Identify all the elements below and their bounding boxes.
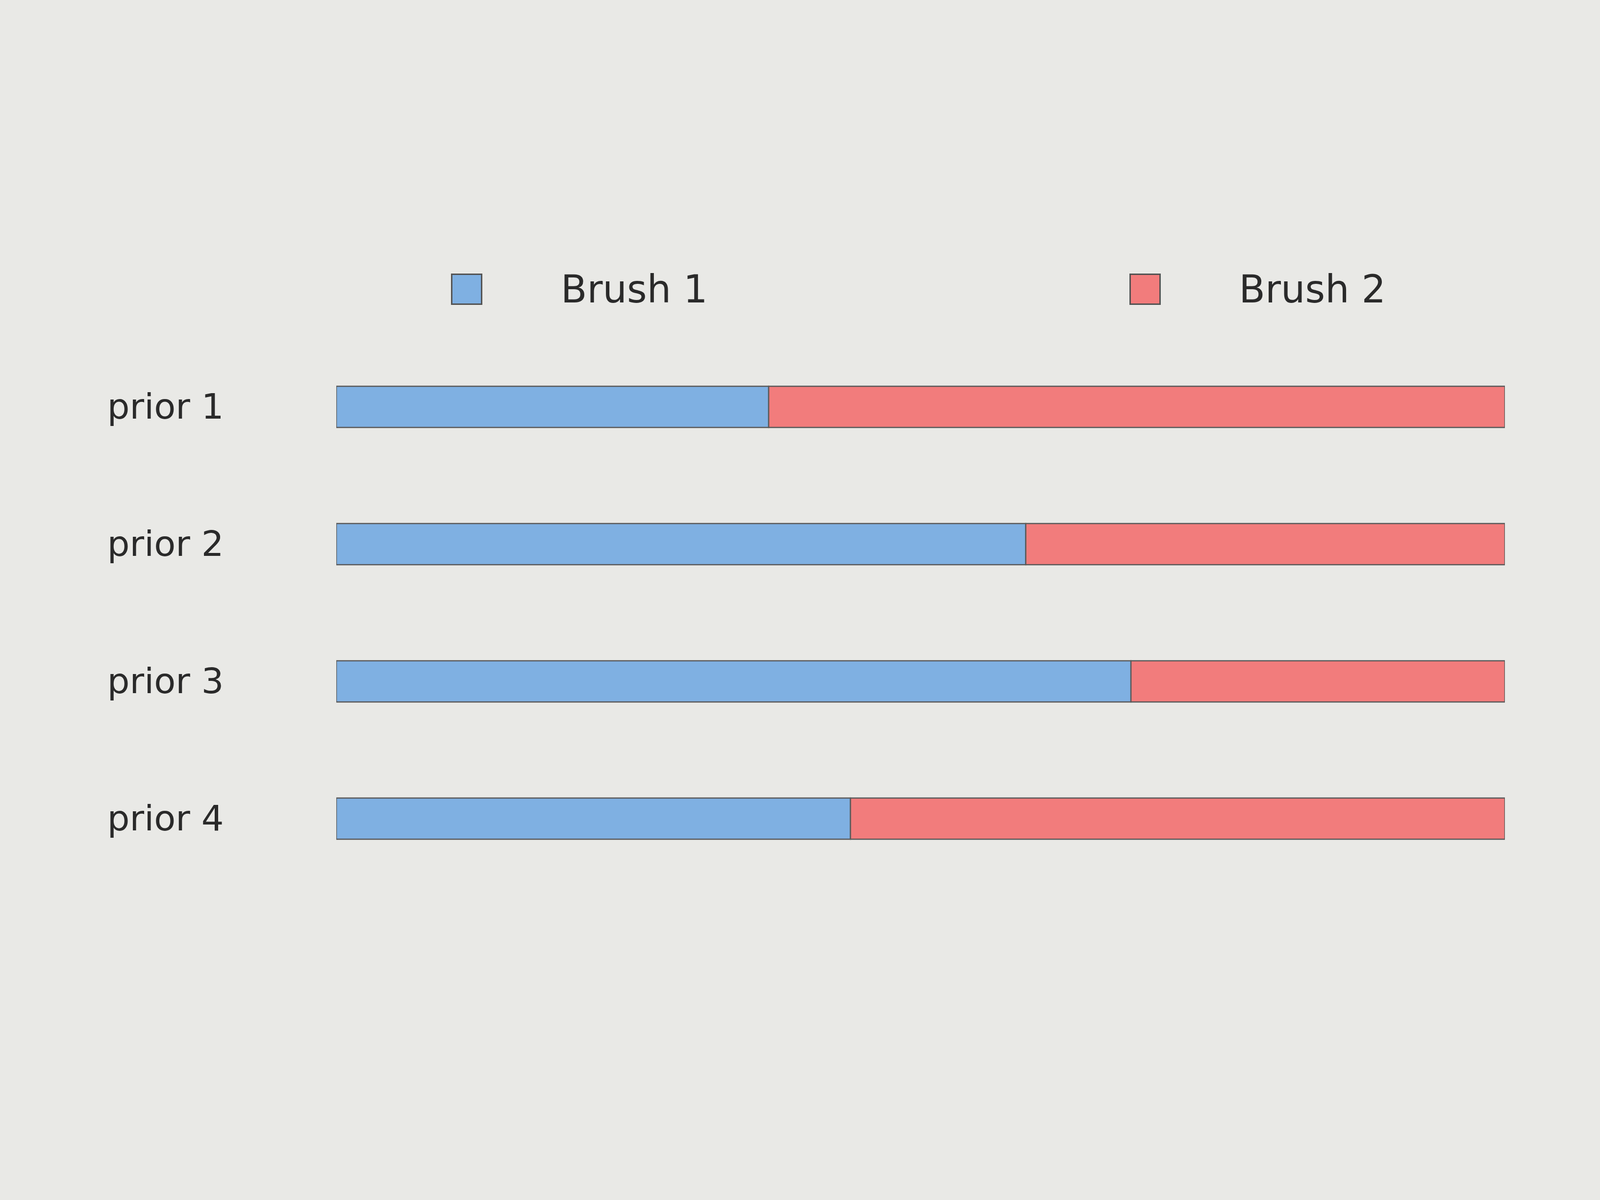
svg-text:prior 1: prior 1 <box>107 385 225 427</box>
svg-text:prior 4: prior 4 <box>107 797 225 839</box>
html-text:Brush 2: Brush 2 <box>1238 267 1386 312</box>
svg-text:prior 2: prior 2 <box>107 523 225 565</box>
html-text:Brush 1: Brush 1 <box>560 267 708 312</box>
svg-text:prior 3: prior 3 <box>107 660 225 702</box>
